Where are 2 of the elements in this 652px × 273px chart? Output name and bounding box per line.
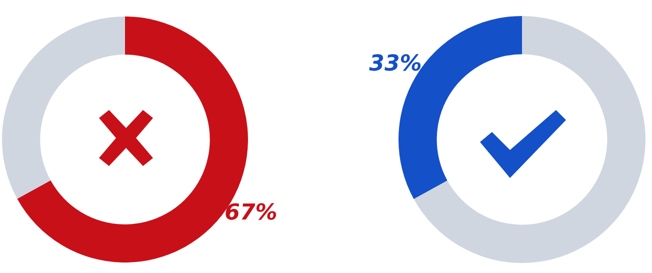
- data-label: 67%: [224, 200, 278, 226]
- data-label: 33%: [369, 51, 422, 76]
